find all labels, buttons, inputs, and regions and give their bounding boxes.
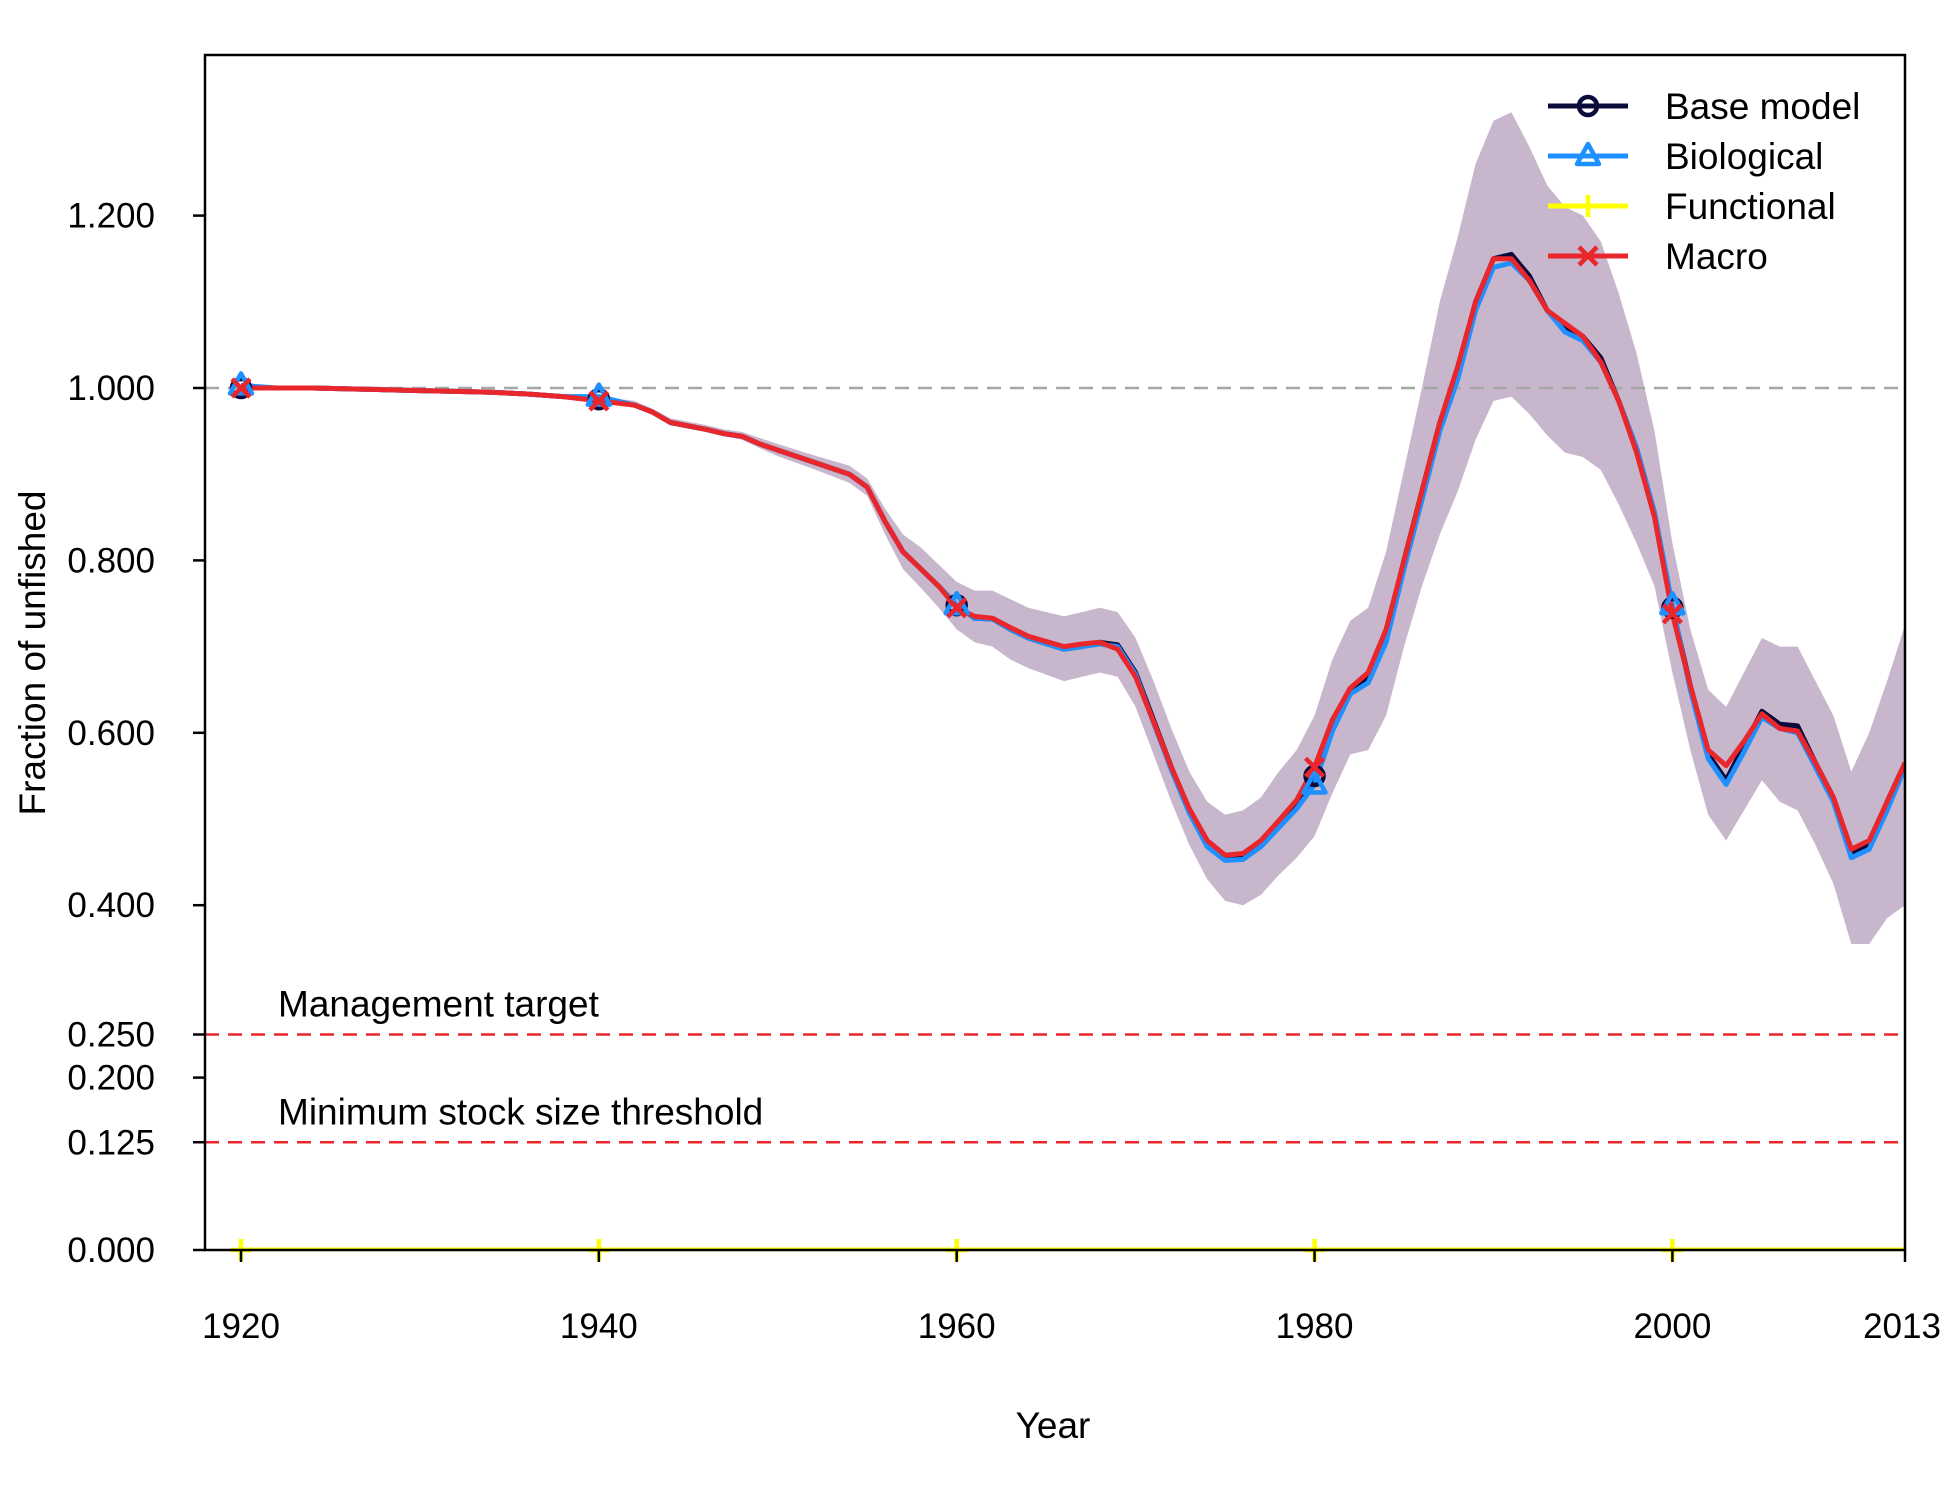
y-tick-label-3: 0.250 <box>67 1016 155 1055</box>
point-macro-1960 <box>946 597 968 619</box>
legend-marker-3 <box>1577 245 1599 267</box>
y-tick-label-5: 0.600 <box>67 714 155 753</box>
uncertainty-band-layer <box>241 112 1905 944</box>
reference-line-label-1: Management target <box>278 984 600 1025</box>
legend-label-3: Macro <box>1665 236 1768 277</box>
legend-marker-1 <box>1574 141 1602 167</box>
legend-marker-0 <box>1576 94 1600 118</box>
y-tick-label-4: 0.400 <box>67 886 155 925</box>
point-macro-2000 <box>1661 603 1683 625</box>
x-tick-label-1960: 1960 <box>918 1307 996 1346</box>
point-macro-1940 <box>588 390 610 412</box>
x-tick-label-2000: 2000 <box>1633 1307 1711 1346</box>
y-tick-label-1: 0.125 <box>67 1123 155 1162</box>
legend-label-2: Functional <box>1665 186 1836 227</box>
reference-line-label-2: Minimum stock size threshold <box>278 1091 763 1132</box>
y-tick-label-0: 0.000 <box>67 1231 155 1270</box>
legend: Base model Biological Functional Macro <box>1548 86 1860 277</box>
x-axis: 1920 1940 1960 1980 2000 2013 <box>202 1250 1941 1346</box>
point-biological-1980 <box>1301 770 1328 795</box>
legend-label-1: Biological <box>1665 136 1823 177</box>
x-tick-label-1940: 1940 <box>560 1307 638 1346</box>
point-macro-1920 <box>230 377 252 399</box>
uncertainty-band-outer <box>241 112 1905 944</box>
y-tick-label-2: 0.200 <box>67 1059 155 1098</box>
point-macro-1980 <box>1303 756 1326 778</box>
y-axis: 0.000 0.125 0.200 0.250 0.400 0.600 0.800 1.000… <box>67 197 205 1270</box>
y-tick-label-6: 0.800 <box>67 541 155 580</box>
y-axis-title: Fraction of unfished <box>12 491 53 816</box>
y-tick-label-7: 1.000 <box>67 369 155 408</box>
x-tick-label-1980: 1980 <box>1276 1307 1354 1346</box>
legend-item-macro: Macro <box>1548 236 1768 277</box>
plot-frame <box>203 53 1907 1252</box>
legend-item-functional: Functional <box>1548 186 1836 227</box>
legend-item-biological: Biological <box>1548 136 1823 177</box>
uncertainty-band <box>241 112 1905 944</box>
reference-line-layer: Management target Minimum stock size thre… <box>205 386 1905 1144</box>
legend-marker-2 <box>1577 195 1599 217</box>
x-tick-label-1920: 1920 <box>202 1307 280 1346</box>
legend-label-0: Base model <box>1665 86 1860 127</box>
legend-item-base-model: Base model <box>1548 86 1860 127</box>
y-tick-label-8: 1.200 <box>67 197 155 236</box>
x-axis-title: Year <box>1016 1405 1091 1446</box>
x-tick-label-2013: 2013 <box>1863 1307 1941 1346</box>
